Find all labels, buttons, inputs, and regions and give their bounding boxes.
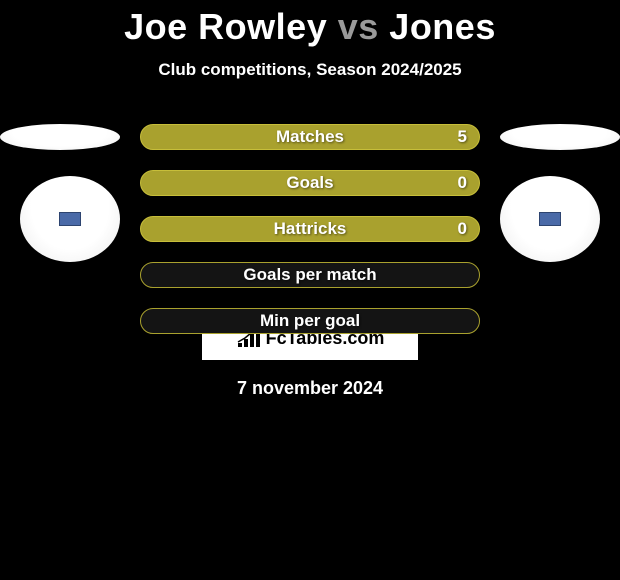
stat-row: Matches5 bbox=[140, 124, 480, 150]
title-separator: vs bbox=[338, 6, 379, 47]
stat-label: Goals bbox=[141, 171, 479, 195]
stat-row: Min per goal bbox=[140, 308, 480, 334]
stat-row: Goals0 bbox=[140, 170, 480, 196]
stat-value: 5 bbox=[458, 125, 467, 149]
player2-ellipse bbox=[500, 124, 620, 150]
stat-value: 0 bbox=[458, 171, 467, 195]
player2-badge bbox=[500, 176, 600, 262]
player1-ellipse bbox=[0, 124, 120, 150]
player1-badge bbox=[20, 176, 120, 262]
stat-value: 0 bbox=[458, 217, 467, 241]
player1-name: Joe Rowley bbox=[124, 6, 327, 47]
stat-label: Goals per match bbox=[141, 263, 479, 287]
player1-flag-icon bbox=[59, 212, 81, 226]
snapshot-date: 7 november 2024 bbox=[0, 378, 620, 399]
stat-bars: Matches5Goals0Hattricks0Goals per matchM… bbox=[140, 124, 480, 354]
player2-name: Jones bbox=[389, 6, 496, 47]
comparison-title: Joe Rowley vs Jones bbox=[0, 0, 620, 48]
stat-label: Matches bbox=[141, 125, 479, 149]
player2-flag-icon bbox=[539, 212, 561, 226]
stat-label: Min per goal bbox=[141, 309, 479, 333]
comparison-subtitle: Club competitions, Season 2024/2025 bbox=[0, 60, 620, 80]
stat-label: Hattricks bbox=[141, 217, 479, 241]
stat-row: Hattricks0 bbox=[140, 216, 480, 242]
stat-row: Goals per match bbox=[140, 262, 480, 288]
